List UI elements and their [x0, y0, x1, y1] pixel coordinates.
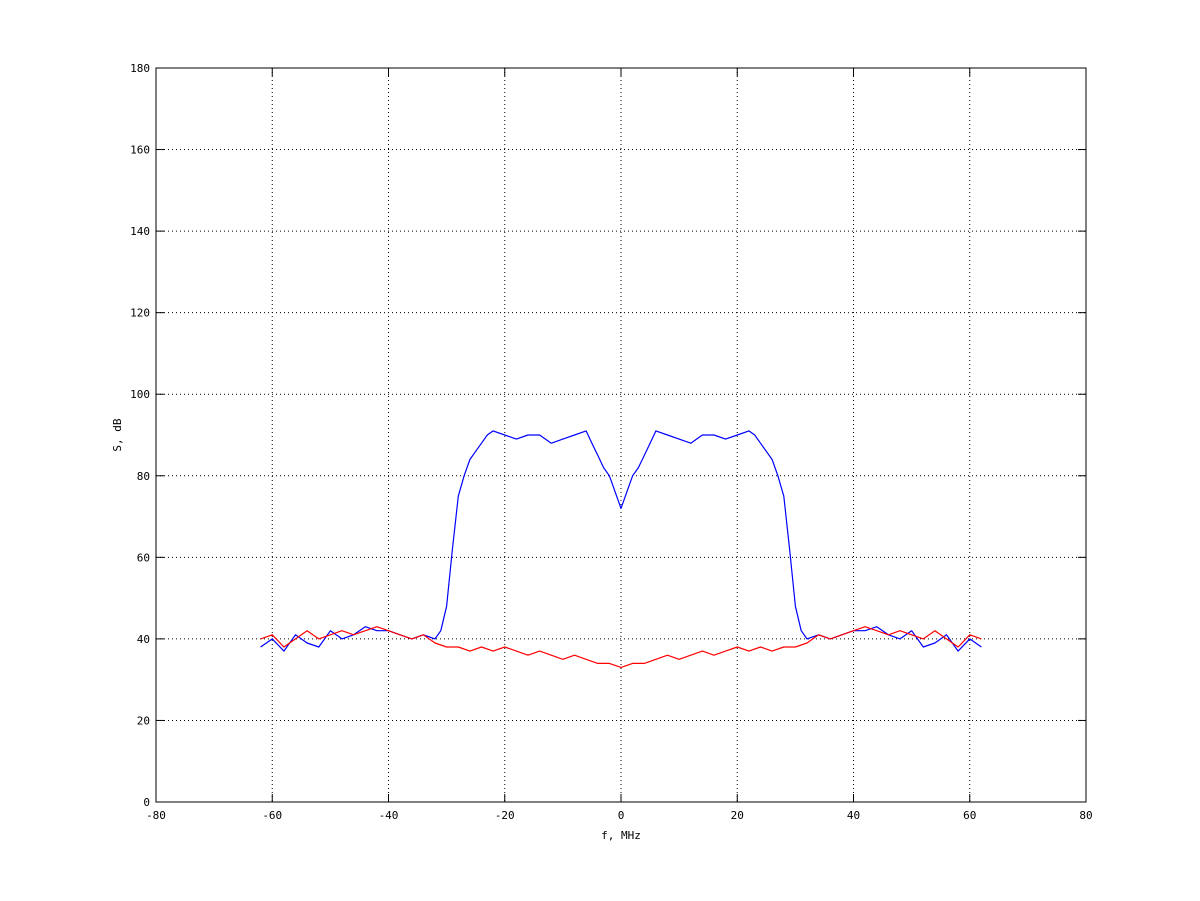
- y-tick-label: 40: [137, 633, 150, 646]
- x-tick-label: -40: [379, 809, 399, 822]
- y-tick-label: 160: [130, 144, 150, 157]
- grid-lines: [156, 68, 1086, 802]
- y-tick-label: 180: [130, 62, 150, 75]
- axes-frame: [155, 67, 1087, 803]
- y-tick-label: 20: [137, 714, 150, 727]
- x-tick-label: 80: [1079, 809, 1092, 822]
- x-tick-label: 60: [963, 809, 976, 822]
- x-tick-label: 0: [618, 809, 625, 822]
- y-axis-label: S, dB: [111, 418, 124, 451]
- series-layer: [260, 430, 982, 669]
- x-tick-label: 20: [731, 809, 744, 822]
- y-tick-label: 100: [130, 388, 150, 401]
- x-tick-label: -20: [495, 809, 515, 822]
- y-tick-label: 120: [130, 307, 150, 320]
- x-axis-label: f, MHz: [601, 829, 641, 842]
- y-tick-label: 140: [130, 225, 150, 238]
- x-tick-label: -60: [262, 809, 282, 822]
- x-tick-label: -80: [146, 809, 166, 822]
- tick-marks: [155, 67, 1087, 803]
- x-tick-label: 40: [847, 809, 860, 822]
- tick-labels: -80 -60 -40 -20 0 20 40 60 80 0 20 40 60 80 100 120 140 1…: [130, 62, 1093, 822]
- y-tick-label: 0: [143, 796, 150, 809]
- y-tick-label: 60: [137, 551, 150, 564]
- y-tick-label: 80: [137, 470, 150, 483]
- series-line-2: [260, 626, 982, 669]
